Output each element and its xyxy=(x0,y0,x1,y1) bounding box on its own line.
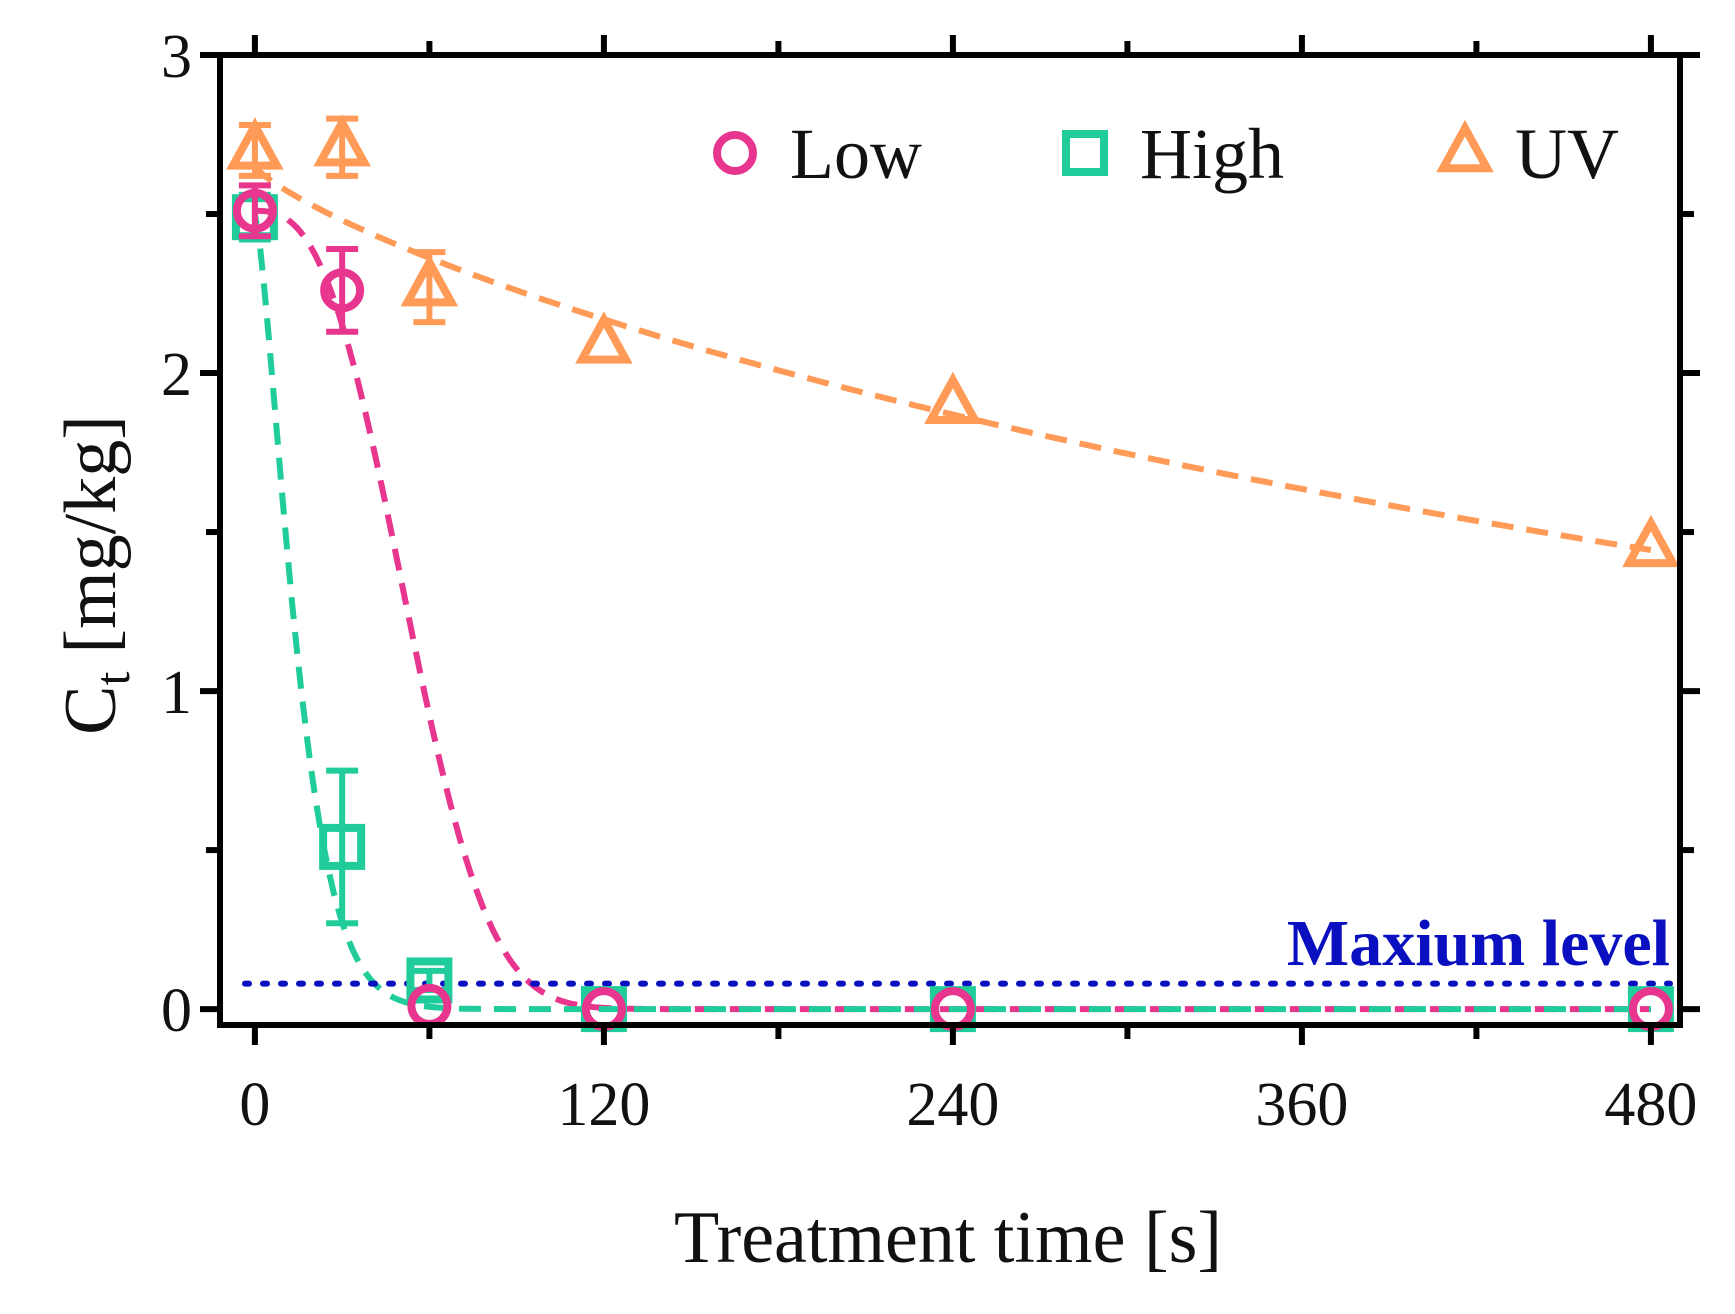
reference-line-label: Maxium level xyxy=(1287,907,1670,980)
legend-label-low: Low xyxy=(790,114,922,194)
legend-label-uv: UV xyxy=(1515,114,1619,194)
legend-marker-uv xyxy=(1436,119,1494,173)
data-points xyxy=(226,114,1680,1033)
error-bar-low xyxy=(326,246,359,335)
data-point-uv xyxy=(400,254,459,307)
y-tick-label: 1 xyxy=(161,659,192,727)
x-tick-label: 120 xyxy=(557,1071,650,1139)
y-axis-title: Ct [mg/kg] xyxy=(50,415,140,735)
y-tick-label: 0 xyxy=(161,977,192,1045)
data-point-uv xyxy=(924,371,982,425)
x-axis-title: Treatment time [s] xyxy=(674,1197,1222,1279)
error-bar-high xyxy=(326,767,359,927)
x-tick-label: 480 xyxy=(1604,1071,1697,1139)
fit-curve-low xyxy=(254,207,1651,1013)
y-axis-title-main: C xyxy=(50,685,132,734)
legend-marker-high xyxy=(1062,130,1108,176)
legend-item-uv: UV xyxy=(1436,114,1619,194)
plot-frame xyxy=(217,52,1683,1028)
legend-item-low: Low xyxy=(713,114,922,194)
y-axis-title-sub: t xyxy=(84,671,140,685)
x-tick-label: 240 xyxy=(906,1071,999,1139)
legend: Low High UV xyxy=(713,114,1619,194)
x-tick-label: 360 xyxy=(1255,1071,1348,1139)
legend-label-high: High xyxy=(1140,114,1284,194)
axes: 0 120 240 360 480 0 1 2 3 xyxy=(161,23,1700,1139)
data-point-high xyxy=(319,823,366,870)
data-point-low xyxy=(1628,987,1673,1032)
fit-curve-high xyxy=(251,213,1651,1013)
data-point-uv xyxy=(575,311,633,364)
data-point-uv xyxy=(313,114,371,167)
y-tick-label: 3 xyxy=(161,23,192,91)
x-tick-label: 0 xyxy=(239,1071,270,1139)
data-point-low xyxy=(232,188,277,233)
data-point-uv xyxy=(226,117,284,170)
data-point-uv xyxy=(1622,514,1680,568)
y-tick-label: 2 xyxy=(161,341,192,409)
legend-item-high: High xyxy=(1062,114,1284,194)
legend-marker-low xyxy=(713,131,757,175)
data-point-low xyxy=(320,268,365,313)
y-axis-title-unit: [mg/kg] xyxy=(50,415,132,653)
data-point-high xyxy=(406,957,453,1004)
fit-curves xyxy=(251,164,1652,1013)
fit-curve-uv xyxy=(252,164,1652,553)
